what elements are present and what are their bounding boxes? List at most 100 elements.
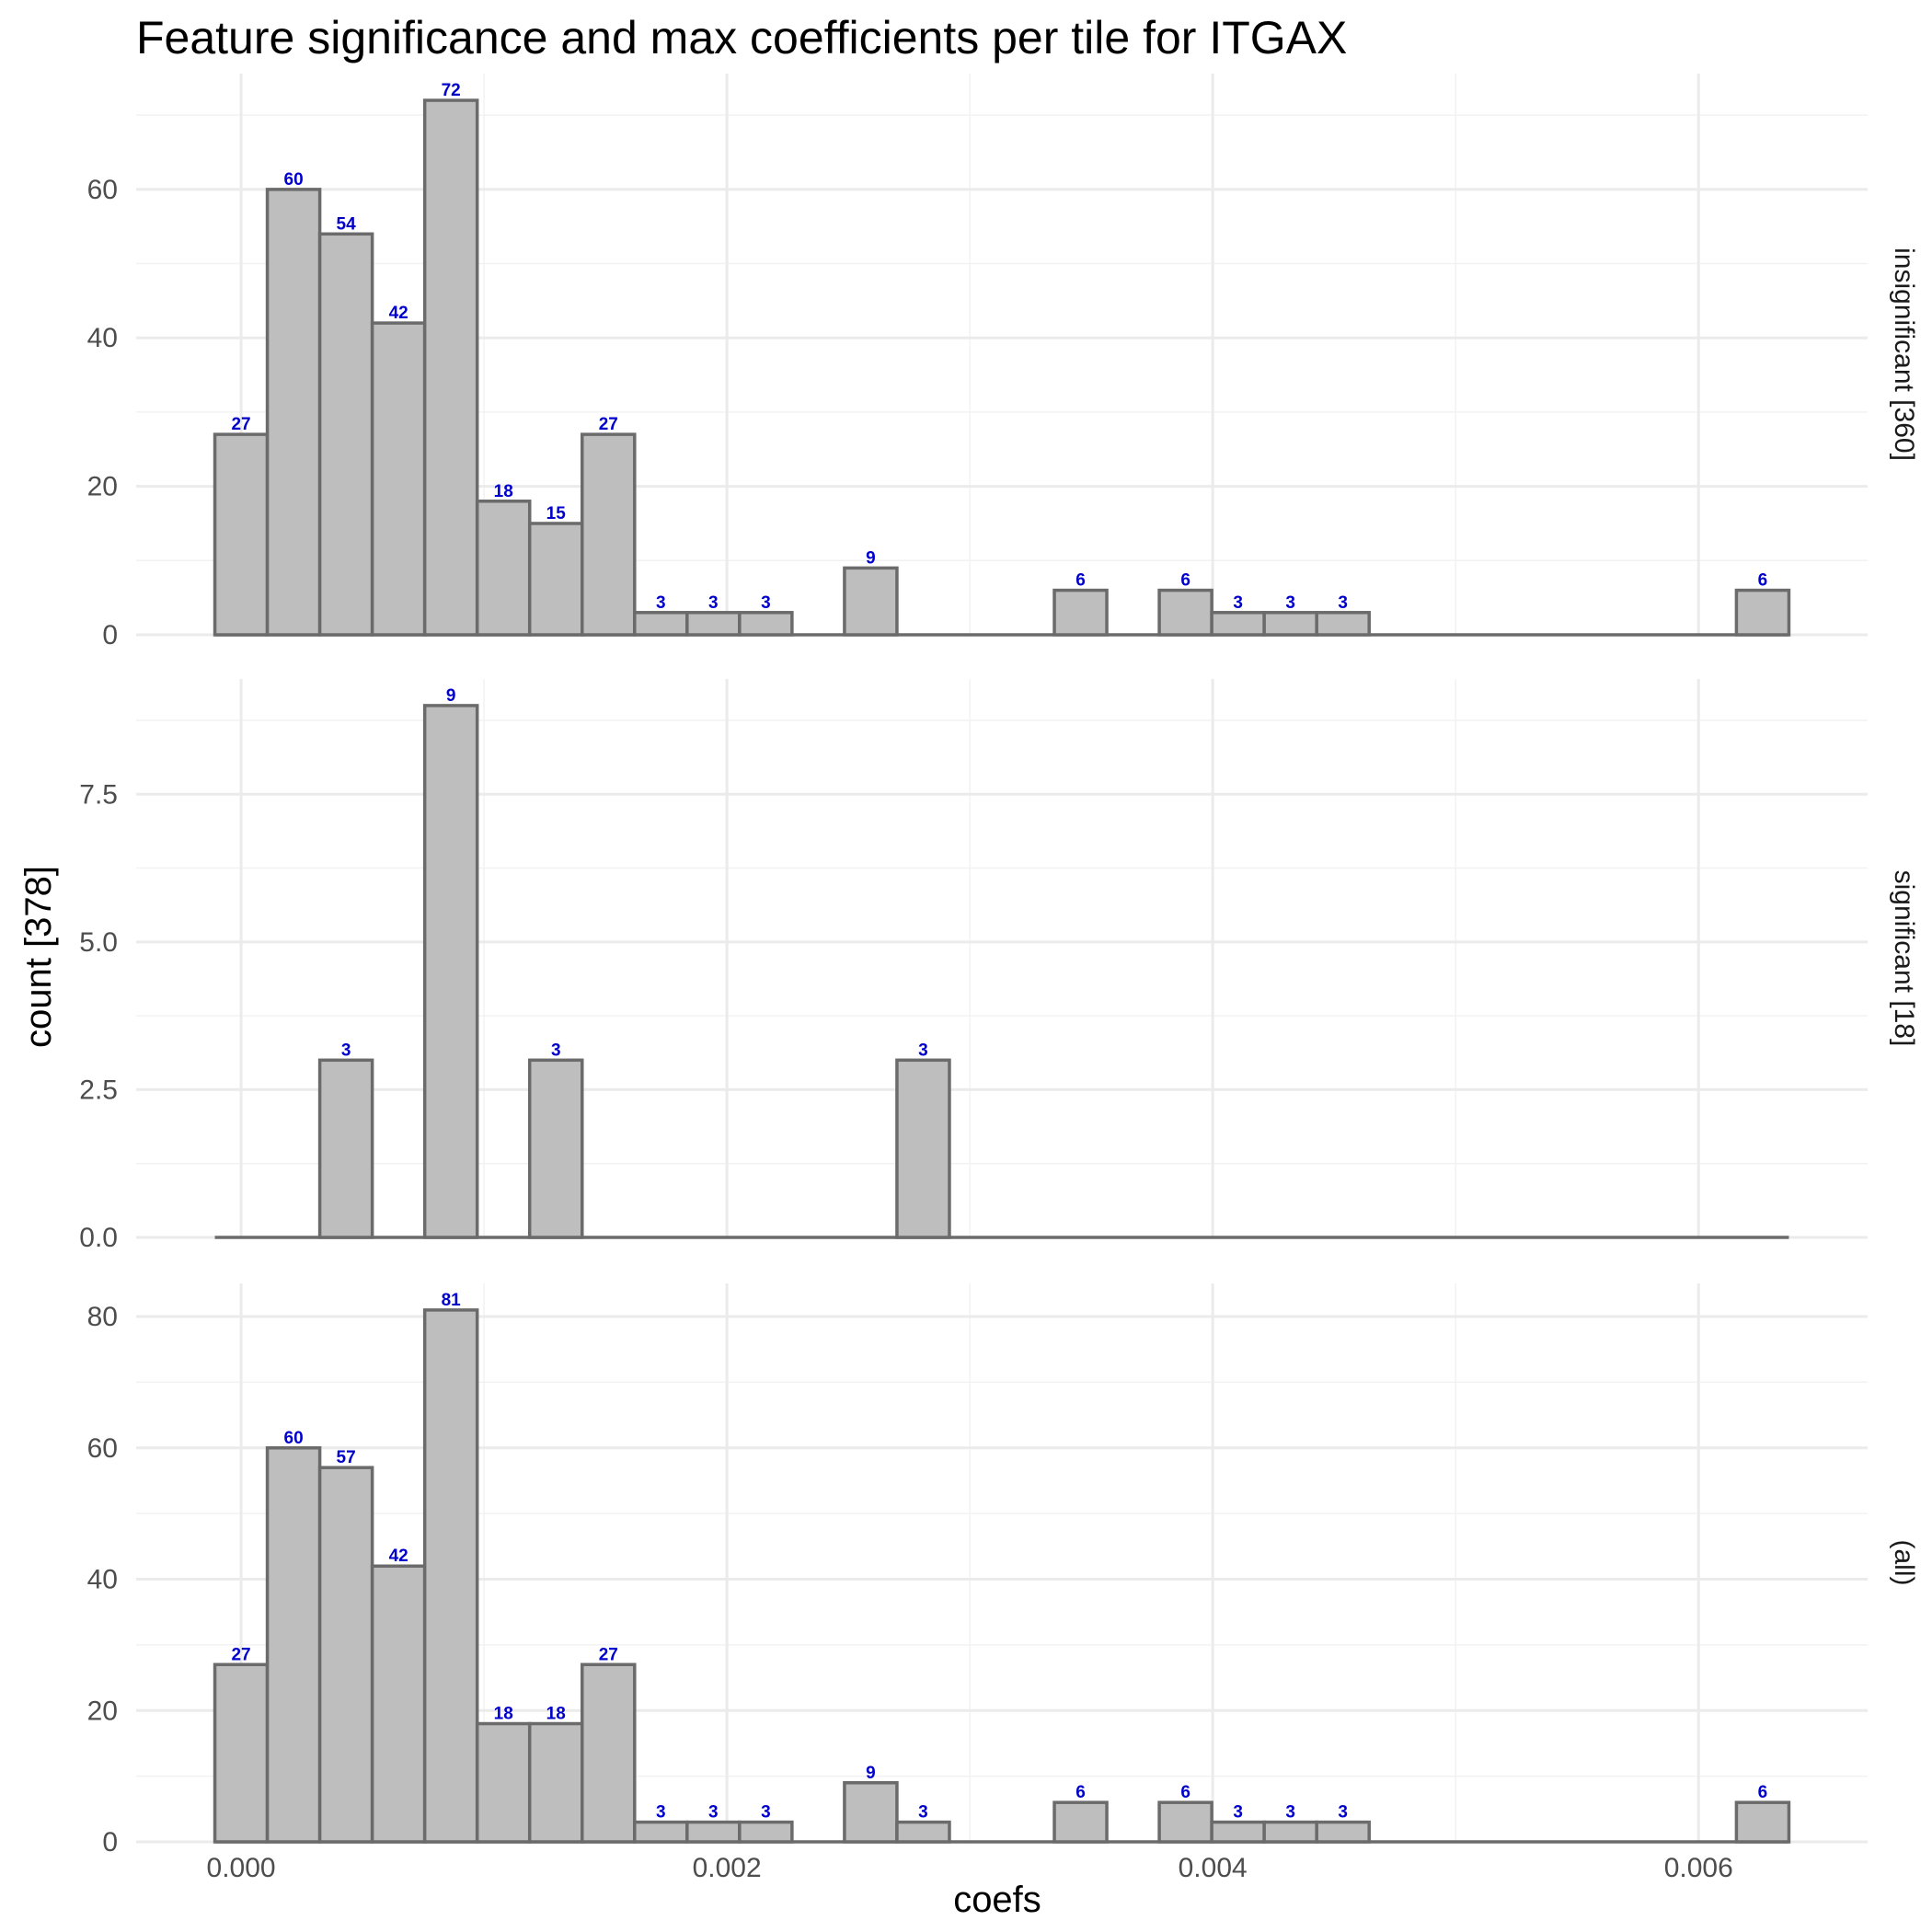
bar-value-label: 3 xyxy=(656,593,666,613)
histogram-bar xyxy=(370,1564,427,1844)
x-tick-label: 0.002 xyxy=(693,1853,762,1883)
bar-value-label: 9 xyxy=(866,1764,876,1783)
panel-2: 0.0 2.5 5.0 7.5 3 9 3 3 significant [18] xyxy=(79,679,1919,1253)
facet-strip-label: (all) xyxy=(1889,1540,1919,1586)
histogram-bar xyxy=(1315,611,1371,637)
x-tick-label: 0.004 xyxy=(1179,1853,1248,1883)
y-tick-label: 20 xyxy=(87,1696,118,1726)
bar-value-label: 3 xyxy=(761,1803,771,1823)
histogram-bar xyxy=(422,704,479,1239)
histogram-bar xyxy=(370,321,427,637)
y-tick-label: 60 xyxy=(87,175,118,205)
panel-3: 0 20 40 60 80 27 60 57 42 81 18 18 27 3 3 3 9 3 6 6 3 3 3 6 (all… xyxy=(87,1283,1919,1883)
bar-value-label: 3 xyxy=(1233,1803,1243,1823)
bar-value-label: 3 xyxy=(1338,1803,1348,1823)
bar-value-label: 72 xyxy=(442,81,461,100)
y-tick-label: 0 xyxy=(102,620,118,650)
y-tick-label: 40 xyxy=(87,323,118,353)
histogram-bar xyxy=(475,500,532,637)
bar-value-label: 27 xyxy=(231,415,250,434)
histogram-bar xyxy=(265,188,322,637)
bar-value-label: 3 xyxy=(1285,1803,1295,1823)
bar-value-label: 6 xyxy=(1180,1783,1190,1802)
bar-value-label: 9 xyxy=(446,686,456,706)
histogram-bar xyxy=(213,432,270,637)
bar-value-label: 18 xyxy=(494,1705,513,1724)
histogram-bar xyxy=(1052,1800,1109,1844)
bar-value-label: 3 xyxy=(1285,593,1295,613)
y-tick-label: 20 xyxy=(87,472,118,502)
bar-value-label: 60 xyxy=(284,1429,304,1448)
bar-value-label: 15 xyxy=(546,504,567,523)
y-tick-label: 80 xyxy=(87,1302,118,1332)
histogram-bar xyxy=(685,611,742,637)
histogram-bar xyxy=(317,1058,374,1239)
histogram-bar xyxy=(317,1466,374,1844)
histogram-bar xyxy=(1210,611,1266,637)
histogram-bar xyxy=(527,522,584,637)
bar-value-label: 60 xyxy=(284,170,304,190)
bar-value-label: 27 xyxy=(599,1645,618,1664)
y-tick-label: 0.0 xyxy=(79,1223,118,1253)
histogram-bar xyxy=(422,1308,479,1844)
histogram-bar xyxy=(738,1820,794,1844)
x-tick-label: 0.000 xyxy=(207,1853,276,1883)
bar-value-label: 42 xyxy=(389,1547,408,1566)
bar-value-label: 3 xyxy=(341,1041,351,1060)
histogram-bar xyxy=(1210,1820,1266,1844)
histogram-bar xyxy=(843,1781,899,1844)
bar-value-label: 42 xyxy=(389,304,408,323)
bar-value-label: 9 xyxy=(866,548,876,568)
bar-value-label: 3 xyxy=(1338,593,1348,613)
bar-value-label: 18 xyxy=(546,1705,566,1724)
facet-strip-label: significant [18] xyxy=(1889,870,1919,1047)
bar-value-label: 81 xyxy=(442,1291,462,1310)
bar-value-label: 3 xyxy=(1233,593,1243,613)
bar-value-label: 3 xyxy=(551,1041,561,1060)
histogram-bar xyxy=(1734,588,1791,637)
histogram-bar xyxy=(1157,1800,1213,1844)
histogram-bar xyxy=(633,1820,689,1844)
bar-value-label: 18 xyxy=(494,482,513,501)
histogram-bar xyxy=(581,432,637,637)
bar-value-label: 57 xyxy=(337,1448,356,1467)
histogram-bar xyxy=(527,1058,584,1239)
bar-value-label: 3 xyxy=(761,593,771,613)
bar-value-label: 3 xyxy=(656,1803,666,1823)
x-axis-title: coefs xyxy=(953,1880,1041,1920)
histogram-bar xyxy=(213,1662,270,1844)
x-tick-label: 0.006 xyxy=(1664,1853,1733,1883)
histogram-bar xyxy=(422,98,479,637)
histogram-bar xyxy=(475,1721,532,1844)
bar-value-label: 3 xyxy=(918,1041,928,1060)
histogram-bar xyxy=(895,1820,951,1844)
bar-value-label: 27 xyxy=(599,415,618,434)
histogram-bar xyxy=(581,1662,637,1844)
histogram-bar xyxy=(738,611,794,637)
bar-value-label: 6 xyxy=(1758,1783,1768,1802)
histogram-bar xyxy=(1734,1800,1791,1844)
histogram-bar xyxy=(265,1446,322,1844)
y-axis-title: count [378] xyxy=(18,866,59,1048)
bar-value-label: 3 xyxy=(918,1803,928,1823)
bar-value-label: 6 xyxy=(1758,571,1768,591)
bar-value-label: 6 xyxy=(1180,571,1190,591)
facet-strip-label: insignificant [360] xyxy=(1889,247,1919,461)
histogram-bar xyxy=(317,232,374,637)
y-tick-label: 2.5 xyxy=(79,1075,118,1105)
histogram-bar xyxy=(843,566,899,637)
y-tick-label: 60 xyxy=(87,1433,118,1464)
histogram-bar xyxy=(633,611,689,637)
panel-1: 0 20 40 60 27 60 54 42 72 18 15 27 3 3 3 9 6 6 3 3 3 6 insigni… xyxy=(87,74,1919,650)
histogram-bar xyxy=(527,1721,584,1844)
histogram-bar xyxy=(1262,611,1318,637)
histogram-bar xyxy=(1315,1820,1371,1844)
bar-value-label: 27 xyxy=(231,1645,250,1664)
histogram-bar xyxy=(895,1058,951,1239)
y-tick-label: 0 xyxy=(102,1827,118,1857)
histogram-bar xyxy=(1052,588,1109,637)
bar-value-label: 3 xyxy=(708,1803,719,1823)
